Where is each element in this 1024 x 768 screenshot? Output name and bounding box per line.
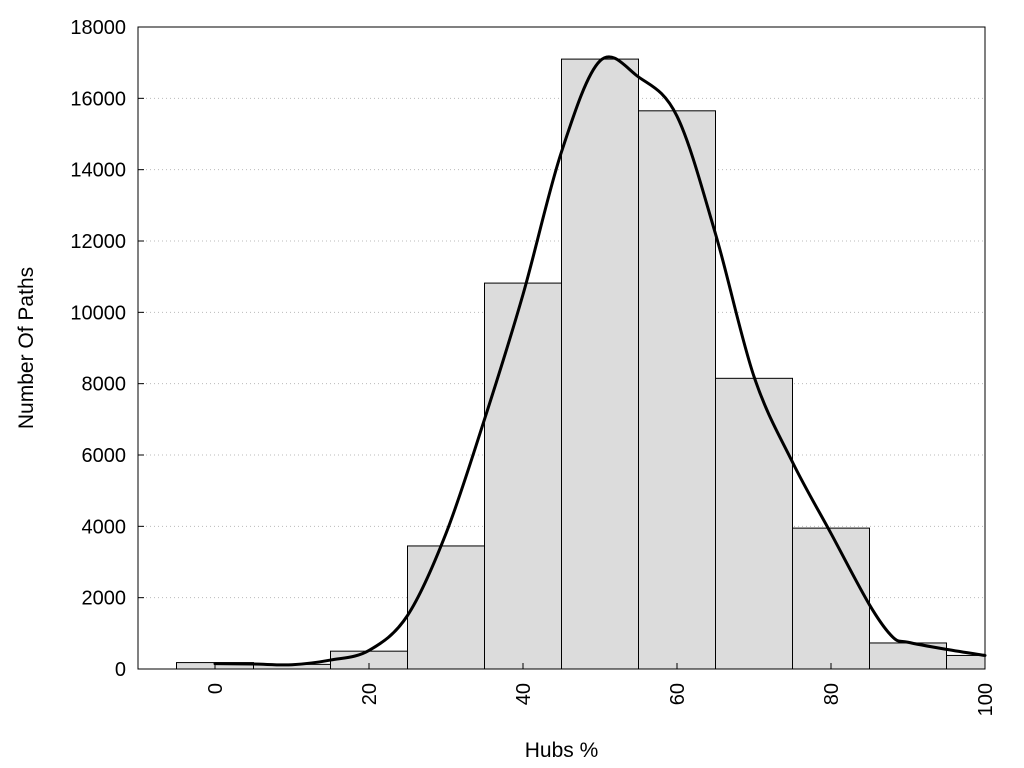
y-tick-label: 12000 — [70, 231, 126, 253]
x-tick-label: 40 — [513, 683, 535, 705]
density-curve-layer — [213, 55, 987, 667]
plot-frame — [137, 26, 986, 670]
y-tick-label: 8000 — [82, 374, 127, 396]
histogram-bar — [792, 527, 870, 670]
x-tick-label: 20 — [359, 683, 381, 705]
histogram-bar — [715, 377, 793, 670]
y-tick-label: 4000 — [82, 516, 127, 538]
x-tick-label: 80 — [821, 683, 843, 705]
histogram-bar — [407, 545, 485, 670]
y-axis-ticks: 0 2000 4000 6000 8000 10000 12000 14000 16000 180… — [70, 17, 144, 681]
y-axis-title: Number Of Paths — [15, 267, 38, 429]
histogram-bar — [561, 58, 639, 670]
y-tick-label: 18000 — [70, 17, 126, 39]
y-tick-label: 6000 — [82, 445, 127, 467]
bars — [176, 58, 986, 670]
x-tick-label: 100 — [975, 683, 997, 716]
histogram-bar — [638, 110, 716, 670]
y-tick-label: 10000 — [70, 302, 126, 324]
y-tick-label: 14000 — [70, 160, 126, 182]
y-tick-label: 0 — [115, 659, 126, 681]
y-tick-label: 16000 — [70, 88, 126, 110]
x-tick-label: 60 — [667, 683, 689, 705]
x-axis-ticks: 0 20 40 60 80 100 — [205, 663, 997, 716]
y-tick-label: 2000 — [82, 588, 127, 610]
x-tick-label: 0 — [205, 683, 227, 694]
histogram-bar — [946, 654, 986, 670]
x-axis-title: Hubs % — [525, 739, 599, 762]
density-curve — [213, 55, 987, 667]
histogram-bar — [484, 282, 562, 670]
